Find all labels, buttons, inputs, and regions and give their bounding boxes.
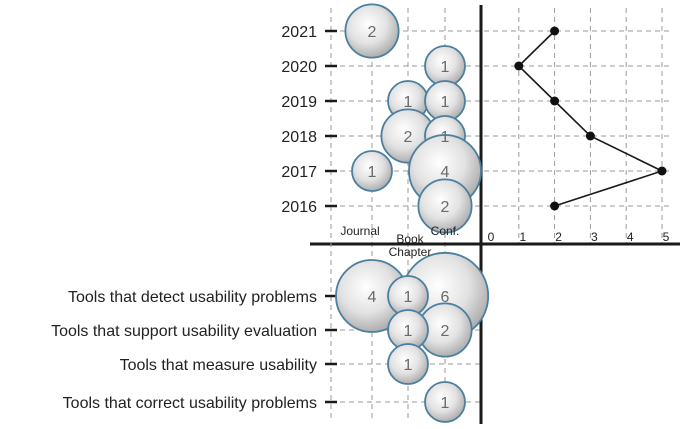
bubble [344, 3, 400, 59]
bubble [351, 150, 393, 192]
year-trend-point [585, 131, 595, 141]
axes [310, 5, 680, 424]
bubble-count-label: 1 [404, 289, 413, 306]
venue-label-book-chapter-line: Chapter [389, 245, 432, 259]
venue-label-journal: Journal [340, 224, 379, 238]
year-label: 2017 [281, 164, 317, 181]
bubble-count-label: 1 [368, 164, 377, 181]
line-x-tick-label: 3 [591, 230, 598, 244]
bubble-count-label: 1 [404, 357, 413, 374]
year-trend-point [550, 96, 560, 106]
venue-label-book-chapter-line: Book [396, 232, 424, 246]
year-label: 2019 [281, 94, 317, 111]
line-x-tick-label: 4 [627, 230, 634, 244]
category-label: Tools that detect usability problems [68, 289, 317, 306]
bubble-count-label: 4 [368, 289, 377, 306]
category-label: Tools that correct usability problems [63, 395, 317, 412]
year-trend-point [514, 61, 524, 71]
line-x-tick-label: 0 [488, 230, 495, 244]
bubble-count-label: 2 [441, 199, 450, 216]
bubble-count-label: 2 [368, 24, 377, 41]
line-x-tick-label: 2 [555, 230, 562, 244]
venue-label-conf: Conf. [431, 224, 460, 238]
year-trend-line [517, 30, 665, 207]
bubbles: 2 1 1 1 2 1 1 4 2 4 1 6 1 2 1 1 [335, 3, 490, 423]
bubble-count-label: 1 [441, 94, 450, 111]
line-x-tick-label: 1 [519, 230, 526, 244]
bubble-count-label: 2 [404, 129, 413, 146]
year-trend-point [550, 26, 560, 36]
year-line-series [514, 26, 667, 211]
bubble-count-label: 6 [441, 289, 450, 306]
bubble [424, 381, 466, 423]
category-label: Tools that support usability evaluation [51, 323, 317, 340]
year-label: 2021 [281, 24, 317, 41]
year-label: 2018 [281, 129, 317, 146]
line-x-tick-label: 5 [663, 230, 670, 244]
gridlines [331, 8, 672, 420]
bubble [417, 178, 473, 234]
bubble-count-label: 1 [404, 94, 413, 111]
bubble-count-label: 1 [441, 395, 450, 412]
year-label: 2016 [281, 199, 317, 216]
bubble-count-label: 4 [441, 164, 450, 181]
year-label: 2020 [281, 59, 317, 76]
bubble-count-label: 1 [441, 129, 450, 146]
venue-label-book-chapter: Book Chapter [389, 232, 432, 259]
year-trend-point [550, 201, 560, 211]
bubble-count-label: 2 [441, 323, 450, 340]
bubble-count-label: 1 [441, 59, 450, 76]
bubble-count-label: 1 [404, 323, 413, 340]
category-label: Tools that measure usability [120, 357, 317, 374]
year-trend-point [657, 166, 667, 176]
bubble [387, 343, 429, 385]
